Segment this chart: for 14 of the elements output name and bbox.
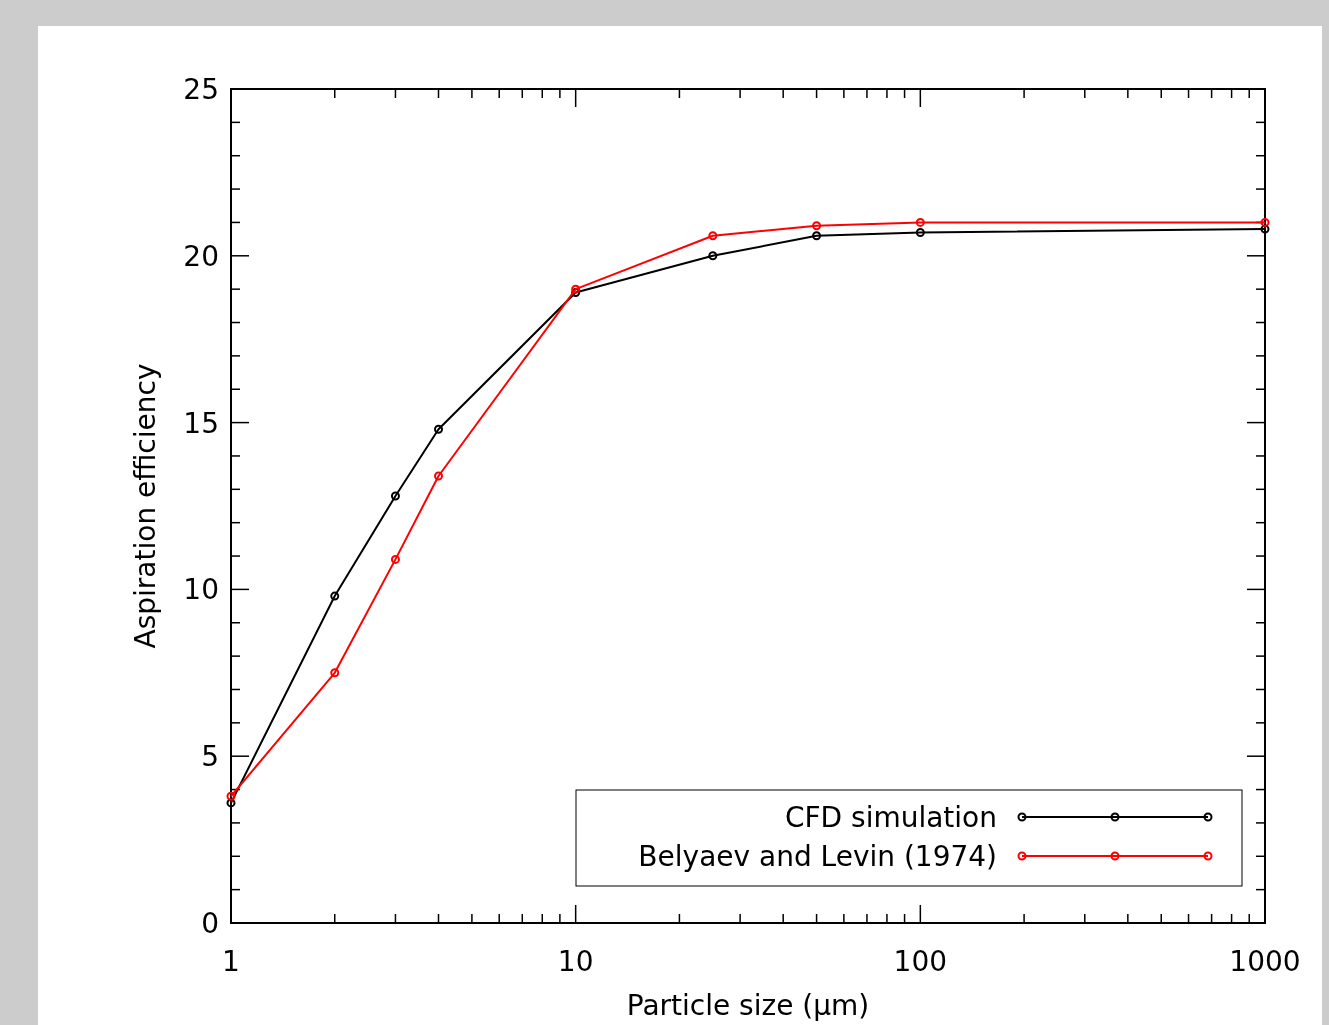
- legend-label: CFD simulation: [784, 801, 997, 834]
- x-tick-label: 100: [893, 945, 948, 978]
- legend-label: Belyaev and Levin (1974): [638, 840, 997, 873]
- x-tick-label: 10: [557, 945, 594, 978]
- x-tick-label: 1: [222, 945, 240, 978]
- y-axis-title: Aspiration efficiency: [129, 363, 162, 649]
- y-tick-label: 10: [183, 573, 219, 607]
- y-tick-label: 5: [201, 740, 219, 774]
- x-tick-label: 1000: [1229, 945, 1301, 978]
- x-axis-title: Particle size (μm): [626, 989, 870, 1022]
- y-tick-label: 15: [183, 406, 219, 440]
- y-tick-label: 0: [201, 907, 219, 940]
- y-tick-label: 25: [183, 73, 219, 106]
- y-tick-label: 20: [183, 239, 219, 273]
